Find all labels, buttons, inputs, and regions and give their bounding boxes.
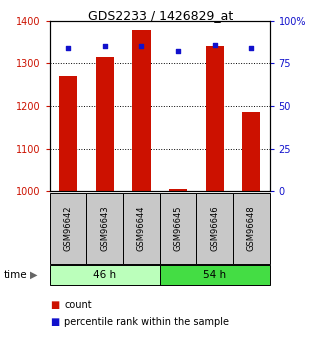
FancyBboxPatch shape: [160, 265, 270, 285]
Text: count: count: [64, 300, 92, 310]
Text: 54 h: 54 h: [203, 270, 226, 279]
Text: percentile rank within the sample: percentile rank within the sample: [64, 317, 229, 326]
Bar: [59, 76, 77, 191]
FancyBboxPatch shape: [50, 193, 86, 264]
Point: [249, 45, 254, 51]
Point: [212, 42, 217, 47]
Text: GSM96646: GSM96646: [210, 206, 219, 252]
Text: GSM96642: GSM96642: [64, 206, 73, 251]
Text: GSM96643: GSM96643: [100, 206, 109, 252]
Point: [139, 43, 144, 49]
Text: time: time: [3, 270, 27, 279]
FancyBboxPatch shape: [50, 265, 160, 285]
Text: GSM96645: GSM96645: [174, 206, 183, 251]
Point: [176, 49, 181, 54]
Bar: [242, 112, 260, 191]
FancyBboxPatch shape: [196, 193, 233, 264]
FancyBboxPatch shape: [123, 193, 160, 264]
Point: [102, 43, 107, 49]
Text: ▶: ▶: [30, 270, 38, 279]
Bar: [169, 189, 187, 191]
Text: ■: ■: [50, 317, 59, 326]
Text: ■: ■: [50, 300, 59, 310]
Text: GSM96644: GSM96644: [137, 206, 146, 251]
Point: [65, 45, 71, 51]
FancyBboxPatch shape: [160, 193, 196, 264]
Bar: [96, 57, 114, 191]
FancyBboxPatch shape: [86, 193, 123, 264]
Text: GDS2233 / 1426829_at: GDS2233 / 1426829_at: [88, 9, 233, 22]
Bar: [132, 30, 151, 191]
Text: GSM96648: GSM96648: [247, 206, 256, 252]
Bar: [205, 46, 224, 191]
FancyBboxPatch shape: [233, 193, 270, 264]
Text: 46 h: 46 h: [93, 270, 116, 279]
